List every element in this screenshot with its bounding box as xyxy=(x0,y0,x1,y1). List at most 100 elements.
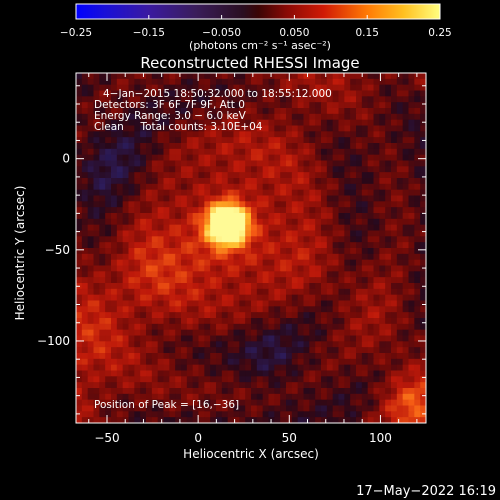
heatmap-cell xyxy=(93,73,100,80)
heatmap-cell xyxy=(181,364,188,372)
heatmap-cell xyxy=(338,341,345,348)
heatmap-cell xyxy=(274,417,281,423)
heatmap-cell xyxy=(157,108,165,115)
heatmap-cell xyxy=(122,201,130,208)
heatmap-cell xyxy=(414,73,421,80)
heatmap-cell xyxy=(198,417,205,423)
heatmap-cell xyxy=(146,242,153,249)
heatmap-cell xyxy=(192,323,200,331)
heatmap-cell xyxy=(93,277,100,284)
heatmap-cell xyxy=(221,143,229,150)
heatmap-cell xyxy=(297,84,305,92)
heatmap-cell xyxy=(262,323,270,331)
heatmap-cell xyxy=(76,236,83,243)
heatmap-cell xyxy=(256,178,264,185)
heatmap-cell xyxy=(286,90,293,97)
heatmap-cell xyxy=(111,201,118,208)
x-tick-label: 50 xyxy=(282,431,297,445)
heatmap-cell xyxy=(87,271,95,278)
heatmap-cell xyxy=(105,137,112,144)
heatmap-cell xyxy=(373,189,380,197)
heatmap-cell xyxy=(93,312,100,319)
heatmap-cell xyxy=(291,160,299,167)
heatmap-cell xyxy=(280,265,287,272)
heatmap-cell xyxy=(373,242,380,249)
heatmap-cell xyxy=(122,119,130,127)
heatmap-cell xyxy=(402,300,410,307)
heatmap-cell xyxy=(157,405,165,412)
heatmap-cell xyxy=(186,335,194,342)
heatmap-cell xyxy=(361,253,369,261)
heatmap-cell xyxy=(169,154,176,162)
heatmap-cell xyxy=(367,131,375,138)
heatmap-cell xyxy=(274,288,281,296)
heatmap-cell xyxy=(408,248,415,255)
heatmap-cell xyxy=(408,119,415,127)
heatmap-cell xyxy=(175,364,182,372)
heatmap-cell xyxy=(297,224,305,232)
heatmap-cell xyxy=(192,78,200,86)
heatmap-cell xyxy=(361,119,369,127)
heatmap-cell xyxy=(391,236,398,243)
heatmap-cell xyxy=(192,283,200,290)
heatmap-cell xyxy=(122,300,130,307)
heatmap-cell xyxy=(111,265,118,272)
heatmap-cell xyxy=(402,329,410,337)
heatmap-cell xyxy=(111,213,118,220)
heatmap-cell xyxy=(216,195,223,202)
heatmap-cell xyxy=(286,323,293,331)
heatmap-cell xyxy=(326,218,334,226)
heatmap-cell xyxy=(291,271,299,278)
heatmap-cell xyxy=(309,195,316,202)
heatmap-cell xyxy=(122,131,130,138)
heatmap-cell xyxy=(140,201,147,208)
heatmap-cell xyxy=(280,364,287,372)
heatmap-cell xyxy=(396,84,404,92)
heatmap-cell xyxy=(116,329,124,337)
heatmap-cell xyxy=(169,108,176,115)
heatmap-cell xyxy=(396,399,404,407)
heatmap-cell xyxy=(157,172,165,179)
heatmap-cell xyxy=(169,399,176,407)
heatmap-cell xyxy=(361,277,369,284)
heatmap-cell xyxy=(157,259,165,267)
heatmap-cell xyxy=(391,160,398,167)
heatmap-cell xyxy=(122,236,130,243)
heatmap-cell xyxy=(87,318,95,325)
heatmap-cell xyxy=(350,242,357,249)
heatmap-cell xyxy=(163,213,170,220)
heatmap-cell xyxy=(321,178,328,185)
heatmap-cell xyxy=(379,84,386,92)
heatmap-cell xyxy=(332,271,340,278)
heatmap-cell xyxy=(338,300,345,307)
heatmap-cell xyxy=(93,353,100,360)
heatmap-cell xyxy=(233,119,240,127)
heatmap-cell xyxy=(163,166,170,173)
y-axis-ticks: 0−50−100 xyxy=(37,85,426,415)
heatmap-cell xyxy=(361,411,369,418)
heatmap-cell xyxy=(396,393,404,401)
heatmap-cell xyxy=(286,358,293,366)
heatmap-cell xyxy=(76,294,83,302)
heatmap-cell xyxy=(169,183,176,191)
heatmap-cell xyxy=(210,78,217,86)
heatmap-cell xyxy=(186,318,194,325)
heatmap-cell xyxy=(379,189,386,197)
heatmap-cell xyxy=(122,405,130,412)
heatmap-cell xyxy=(408,329,415,337)
heatmap-cell xyxy=(286,201,293,208)
heatmap-cell xyxy=(175,137,182,144)
heatmap-cell xyxy=(233,382,240,389)
heatmap-cell xyxy=(216,294,223,302)
heatmap-cell xyxy=(309,96,316,103)
heatmap-cell xyxy=(175,318,182,325)
heatmap-cell xyxy=(402,78,410,86)
heatmap-cell xyxy=(326,358,334,366)
heatmap-cell xyxy=(309,108,316,115)
heatmap-cell xyxy=(414,102,421,109)
heatmap-cell xyxy=(239,294,246,302)
heatmap-cell xyxy=(326,213,334,220)
heatmap-cell xyxy=(186,172,194,179)
heatmap-cell xyxy=(198,236,205,243)
heatmap-cell xyxy=(367,224,375,232)
